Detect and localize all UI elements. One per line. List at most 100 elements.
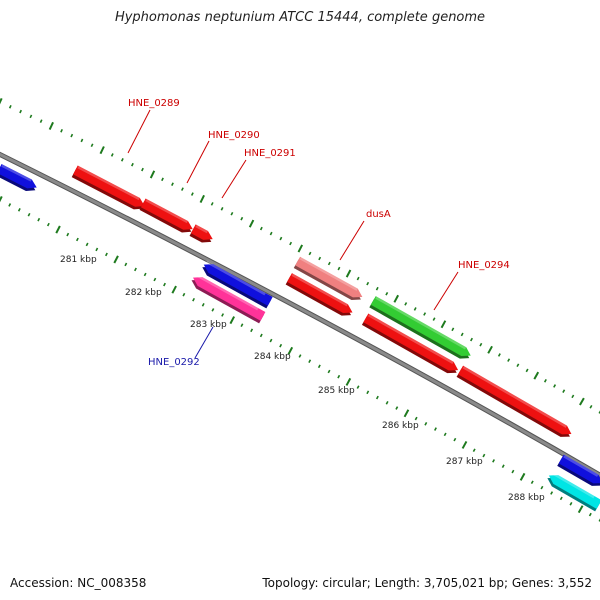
- outer-ring-tick: [141, 167, 144, 172]
- inner-ring-tick: [385, 401, 389, 405]
- inner-ring-tick: [308, 359, 312, 363]
- gene-red-mid[interactable]: [285, 273, 355, 319]
- inner-ring-tick: [113, 255, 119, 264]
- inner-ring-tick: [153, 277, 157, 282]
- outer-ring-tick: [297, 244, 304, 253]
- outer-ring-tick: [497, 353, 501, 357]
- gene-red-mid-body: [287, 273, 353, 313]
- inner-ring-tick: [143, 272, 147, 277]
- inner-ring-tick: [27, 212, 31, 217]
- outer-ring-tick: [393, 294, 400, 303]
- inner-ring-tick: [211, 308, 215, 312]
- gene-hne0294-body: [370, 296, 471, 356]
- scale-label: 283 kbp: [190, 320, 227, 330]
- outer-ring-tick: [516, 363, 520, 368]
- outer-ring-tick: [29, 114, 33, 119]
- scale-label: 281 kbp: [60, 255, 97, 265]
- gene-label-hne0294[interactable]: HNE_0294: [458, 260, 510, 271]
- outer-ring-tick: [487, 345, 493, 354]
- outer-ring-tick: [8, 104, 12, 109]
- inner-ring-tick: [540, 485, 544, 490]
- scale-label: 282 kbp: [125, 288, 162, 298]
- gene-red-long1-body: [363, 313, 459, 371]
- tick-rings: [0, 97, 600, 522]
- gene-hne0290[interactable]: [139, 198, 196, 236]
- inner-ring-tick: [472, 448, 476, 453]
- gene-blue-rev-body: [203, 264, 273, 306]
- scale-label: 286 kbp: [382, 421, 419, 431]
- outer-ring-tick: [230, 211, 234, 216]
- outer-ring-tick: [248, 219, 255, 228]
- gene-hne0292[interactable]: [189, 273, 266, 324]
- gene-label-dusA[interactable]: dusA: [366, 209, 391, 220]
- outer-ring-tick: [470, 337, 473, 342]
- outer-ring-tick: [543, 378, 547, 383]
- label-leader-hne0294: [433, 271, 459, 311]
- map-title: Hyphomonas neptunium ATCC 15444, complet…: [114, 10, 486, 25]
- scale-label: 288 kbp: [508, 493, 545, 503]
- scale-label: 284 kbp: [254, 352, 291, 362]
- outer-ring-tick: [579, 397, 585, 406]
- gene-label-hne0290[interactable]: HNE_0290: [208, 130, 260, 141]
- inner-ring-tick: [55, 225, 61, 234]
- accession-text: Accession: NC_008358: [10, 576, 147, 590]
- outer-ring-tick: [161, 177, 164, 182]
- outer-ring-tick: [60, 128, 63, 133]
- inner-ring-tick: [530, 480, 534, 485]
- inner-ring-tick: [569, 501, 573, 506]
- gene-dusA[interactable]: [293, 256, 365, 304]
- outer-ring-tick: [171, 182, 174, 187]
- outer-ring-tick: [90, 143, 94, 148]
- outer-ring-tick: [120, 158, 124, 162]
- gene-blue-rev[interactable]: [200, 260, 273, 309]
- outer-ring-tick: [39, 119, 43, 123]
- gene-hne0294[interactable]: [369, 296, 473, 362]
- outer-ring-tick: [199, 194, 205, 203]
- gene-red-long2[interactable]: [456, 365, 574, 441]
- gene-label-hne0291[interactable]: HNE_0291: [244, 148, 296, 159]
- inner-ring-tick: [414, 416, 418, 421]
- inner-ring-tick: [250, 328, 254, 333]
- gene-cyan-rev[interactable]: [545, 471, 600, 512]
- gene-hne0291[interactable]: [189, 224, 216, 246]
- outer-ring-tick: [385, 291, 389, 296]
- outer-ring-tick: [375, 286, 379, 291]
- scale-labels: 281 kbp 282 kbp 283 kbp 284 kbp 285 kbp 286 k…: [60, 255, 545, 503]
- gene-blue-right[interactable]: [557, 454, 600, 490]
- inner-ring-tick: [8, 203, 12, 207]
- gene-hne0290-body: [140, 198, 193, 230]
- outer-ring-tick: [507, 358, 511, 362]
- outer-ring-tick: [279, 236, 283, 241]
- outer-ring-tick: [99, 146, 105, 155]
- scale-label: 287 kbp: [446, 457, 483, 467]
- genome-backbone: [0, 151, 600, 478]
- inner-ring-tick: [229, 316, 236, 325]
- gene-label-hne0289[interactable]: HNE_0289: [128, 98, 180, 109]
- gene-hne0291-body: [190, 224, 213, 240]
- gene-blue-left[interactable]: [0, 164, 39, 195]
- gene-red-long1[interactable]: [361, 313, 461, 378]
- outer-ring-tick: [289, 241, 293, 246]
- outer-ring-tick: [460, 332, 464, 337]
- inner-ring-tick: [124, 262, 128, 267]
- gene-blue-left-body: [0, 164, 37, 189]
- gene-label-hne0292[interactable]: HNE_0292: [148, 357, 200, 368]
- inner-ring-tick: [443, 432, 447, 437]
- outer-ring-tick: [345, 269, 352, 278]
- inner-ring-tick: [434, 427, 437, 431]
- outer-ring-tick: [525, 368, 529, 373]
- outer-ring-tick: [589, 404, 593, 409]
- outer-ring-tick: [190, 192, 194, 196]
- inner-ring-tick: [559, 496, 563, 501]
- outer-ring-tick: [70, 133, 74, 138]
- outer-ring-tick: [451, 327, 455, 332]
- outer-ring-tick: [423, 312, 427, 316]
- outer-ring-tick: [413, 307, 417, 311]
- outer-ring-tick: [440, 320, 447, 329]
- gene-hne0292-body: [193, 277, 266, 321]
- inner-ring-tick: [75, 237, 79, 242]
- gene-hne0289[interactable]: [71, 165, 147, 214]
- outer-ring-tick: [181, 187, 184, 191]
- inner-ring-tick: [492, 459, 496, 463]
- outer-ring-tick: [131, 162, 134, 167]
